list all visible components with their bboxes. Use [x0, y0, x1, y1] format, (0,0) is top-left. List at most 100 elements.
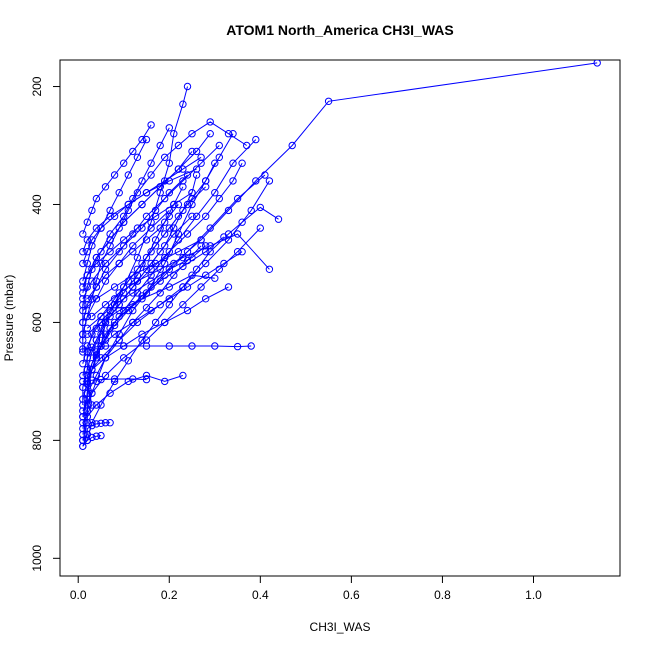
- y-tick-label: 600: [30, 312, 44, 332]
- data-point: [79, 248, 87, 256]
- data-point: [129, 147, 137, 156]
- data-point: [88, 312, 96, 321]
- data-point: [79, 259, 87, 268]
- data-point: [142, 236, 151, 244]
- data-point: [229, 159, 237, 167]
- y-axis-label: Pressure (mbar): [2, 275, 16, 362]
- data-point: [88, 376, 96, 384]
- data-point: [206, 118, 214, 126]
- data-point: [97, 248, 105, 256]
- data-point: [120, 236, 128, 244]
- data-point: [188, 200, 196, 209]
- data-point: [170, 130, 178, 138]
- data-point: [161, 242, 169, 250]
- data-point: [142, 371, 151, 380]
- y-tick-label: 800: [30, 430, 44, 450]
- data-point: [211, 274, 219, 282]
- data-point: [101, 342, 110, 350]
- data-point: [224, 206, 233, 215]
- data-point: [142, 212, 151, 221]
- data-point: [197, 236, 205, 244]
- data-point: [115, 189, 123, 197]
- x-axis: 0.0 0.2 0.4 0.6 0.8 1.0: [70, 576, 542, 602]
- data-point: [247, 206, 255, 215]
- series-line: [82, 139, 257, 417]
- x-axis-label: CH3I_WAS: [310, 620, 371, 634]
- data-point: [211, 159, 219, 167]
- data-point: [83, 236, 92, 244]
- data-point: [183, 82, 192, 91]
- series-line: [82, 378, 147, 382]
- data-point: [110, 171, 119, 179]
- data-point: [161, 318, 169, 327]
- data-point: [147, 277, 155, 285]
- data-point: [206, 130, 214, 138]
- data-point: [79, 360, 87, 368]
- data-point: [170, 200, 178, 209]
- data-point: [215, 141, 224, 150]
- data-point: [247, 342, 255, 350]
- data-point: [101, 277, 110, 285]
- data-point: [138, 295, 146, 303]
- data-point: [124, 377, 133, 386]
- data-point: [97, 259, 105, 268]
- data-point: [197, 153, 205, 162]
- data-point: [197, 159, 205, 167]
- data-point: [183, 171, 192, 179]
- y-tick-label: 1000: [30, 545, 44, 572]
- y-tick-label: 200: [30, 76, 44, 96]
- data-point: [106, 389, 114, 397]
- data-point: [202, 212, 210, 221]
- data-point: [115, 259, 123, 268]
- data-point: [256, 203, 264, 212]
- data-point: [183, 248, 192, 256]
- data-point: [274, 215, 283, 223]
- data-point: [110, 330, 119, 338]
- data-point: [151, 212, 160, 221]
- data-point: [156, 224, 164, 232]
- data-point: [92, 336, 101, 344]
- data-point: [179, 177, 187, 185]
- data-point: [110, 377, 119, 386]
- data-point: [238, 248, 246, 256]
- series-line: [86, 374, 184, 418]
- data-point: [79, 277, 87, 285]
- data-point: [256, 224, 264, 232]
- x-tick-label: 0.2: [161, 588, 178, 602]
- data-point: [156, 277, 164, 285]
- data-point: [238, 218, 246, 226]
- data-point: [101, 371, 110, 380]
- data-point: [133, 224, 142, 232]
- x-tick-label: 0.0: [70, 588, 87, 602]
- data-point: [265, 177, 274, 185]
- data-point: [179, 262, 187, 271]
- data-point: [92, 432, 101, 440]
- data-point: [215, 194, 224, 203]
- data-point: [156, 289, 164, 297]
- data-point: [156, 248, 164, 256]
- series-line: [82, 162, 216, 417]
- data-point: [97, 419, 105, 427]
- data-point: [129, 318, 137, 327]
- data-point: [106, 236, 114, 244]
- data-point: [92, 371, 101, 380]
- data-point: [156, 189, 164, 197]
- data-point: [174, 200, 183, 209]
- data-point: [156, 265, 164, 273]
- data-point: [165, 248, 174, 256]
- data-point: [165, 342, 174, 350]
- data-point: [261, 171, 269, 179]
- data-point: [142, 342, 151, 350]
- data-point: [79, 336, 87, 344]
- data-point: [88, 433, 96, 442]
- data-point: [92, 283, 101, 291]
- data-point: [79, 306, 87, 315]
- data-point: [179, 301, 187, 309]
- y-tick-label: 400: [30, 194, 44, 214]
- data-point: [165, 159, 174, 167]
- data-point: [161, 218, 169, 226]
- data-point: [88, 389, 96, 397]
- data-point: [252, 177, 260, 185]
- data-point: [79, 377, 87, 386]
